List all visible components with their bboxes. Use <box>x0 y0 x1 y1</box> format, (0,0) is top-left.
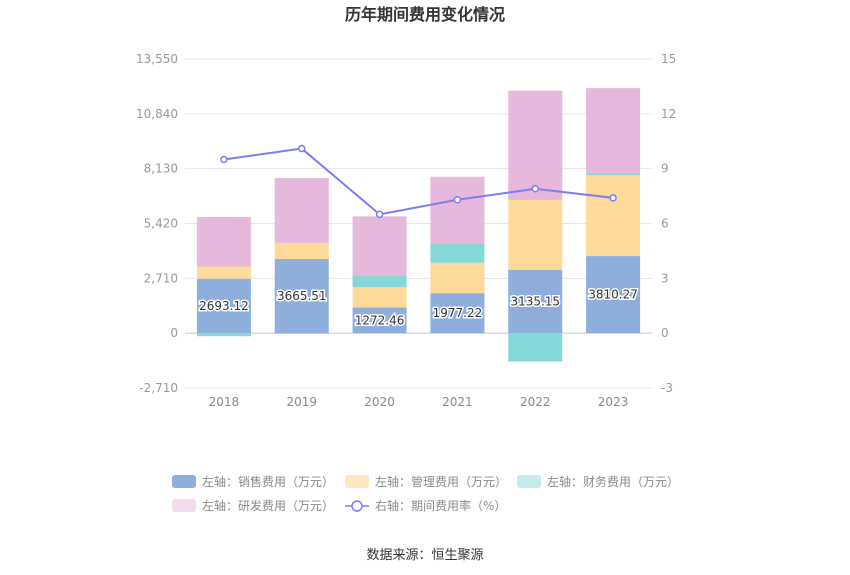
legend-swatch <box>172 499 196 512</box>
data-label: 3135.15 <box>510 294 560 308</box>
x-tick-label: 2022 <box>520 395 551 409</box>
x-tick-label: 2020 <box>364 395 395 409</box>
right-tick-label: -3 <box>661 381 673 395</box>
right-tick-label: 9 <box>661 162 669 176</box>
right-tick-label: 15 <box>661 52 676 66</box>
legend-label: 左轴：销售费用（万元） <box>202 474 334 489</box>
left-tick-label: 8,130 <box>144 162 178 176</box>
right-tick-label: 12 <box>661 107 676 121</box>
gridlines <box>185 58 652 389</box>
legend-label: 右轴：期间费用率（%） <box>375 498 506 513</box>
right-tick-label: 3 <box>661 271 669 285</box>
x-tick-label: 2023 <box>598 395 629 409</box>
legend-marker <box>351 500 363 512</box>
bar-3-2022 <box>508 90 563 200</box>
bar-3-2019 <box>274 178 329 243</box>
bar-0-2018 <box>196 278 251 334</box>
bar-3-2021 <box>430 176 485 244</box>
rate-point-2018 <box>220 155 228 164</box>
rate-point-2020 <box>375 210 384 219</box>
legend-swatch <box>517 475 541 488</box>
bar-0-2023 <box>586 256 641 334</box>
legend-label: 左轴：研发费用（万元） <box>202 498 334 513</box>
bar-1-2021 <box>430 262 485 294</box>
bar-1-2019 <box>274 242 329 259</box>
bar-1-2020 <box>352 287 407 308</box>
right-tick-label: 0 <box>661 326 669 340</box>
bar-0-2019 <box>274 258 329 334</box>
left-tick-label: -2,710 <box>139 381 178 395</box>
data-label: 3810.27 <box>588 288 638 302</box>
legend: 左轴：销售费用（万元） 左轴：管理费用（万元） 左轴：财务费用（万元） 左轴：研发费用… <box>172 474 679 513</box>
rate-point-2019 <box>298 144 306 153</box>
left-tick-label: 5,420 <box>144 217 178 231</box>
bar-0-2022 <box>508 269 563 334</box>
data-label: 3665.51 <box>277 289 327 303</box>
x-axis: 2018 2019 2020 2021 2022 2023 <box>209 395 629 409</box>
bar-2-2020 <box>352 276 407 288</box>
left-tick-label: 0 <box>170 326 178 340</box>
bar-2-2022 <box>508 333 563 362</box>
rate-point-2021 <box>453 195 462 204</box>
legend-swatch <box>345 475 369 488</box>
left-axis: 13,550 10,840 8,130 5,420 2,710 0 -2,710 <box>136 52 178 395</box>
bar-0-2021 <box>430 293 485 334</box>
legend-label: 左轴：管理费用（万元） <box>375 474 507 489</box>
data-labels: 2693.12 3665.51 1272.46 1977.22 3135.15 3810.… <box>198 286 640 329</box>
bar-1-2023 <box>586 175 641 257</box>
bar-series <box>196 88 641 362</box>
left-tick-label: 10,840 <box>136 107 178 121</box>
source-note: 数据来源：恒生聚源 <box>366 548 483 563</box>
chart-title: 历年期间费用变化情况 <box>345 5 505 24</box>
bar-1-2022 <box>508 199 563 270</box>
bar-0-2020 <box>352 307 407 334</box>
legend-label: 左轴：财务费用（万元） <box>547 474 679 489</box>
bar-1-2018 <box>196 266 251 279</box>
bar-2-2023 <box>586 173 641 176</box>
rate-point-2022 <box>531 185 539 193</box>
x-tick-label: 2018 <box>209 395 240 409</box>
data-label: 1977.22 <box>433 306 483 320</box>
data-label: 1272.46 <box>355 313 405 327</box>
bar-2-2019 <box>274 333 329 334</box>
bar-3-2020 <box>352 216 407 277</box>
right-tick-label: 6 <box>661 217 669 231</box>
x-tick-label: 2019 <box>286 395 317 409</box>
legend-swatch <box>172 475 196 488</box>
left-tick-label: 13,550 <box>136 52 178 66</box>
right-axis: 15 12 9 6 3 0 -3 <box>661 52 676 395</box>
bar-2-2018 <box>196 333 251 337</box>
rate-line-series <box>220 144 617 219</box>
bar-3-2018 <box>196 216 251 267</box>
rate-point-2023 <box>609 194 617 202</box>
left-tick-label: 2,710 <box>144 271 178 285</box>
x-tick-label: 2021 <box>442 395 473 409</box>
data-label: 2693.12 <box>199 299 249 313</box>
rate-line <box>223 147 614 216</box>
bar-2-2021 <box>430 243 485 263</box>
bar-3-2023 <box>586 88 641 174</box>
